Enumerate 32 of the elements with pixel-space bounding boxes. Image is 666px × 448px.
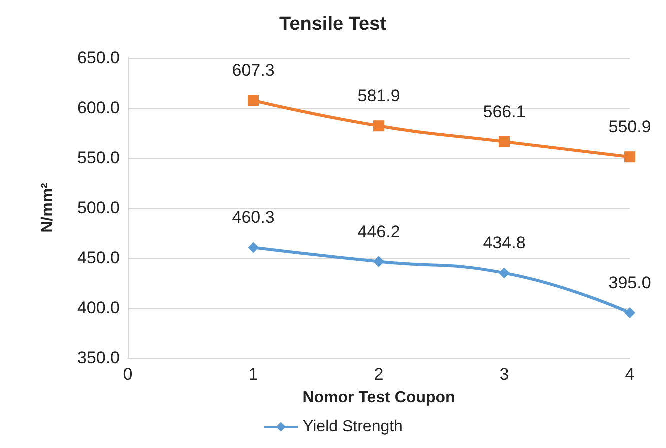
y-tick-label: 400.0: [77, 298, 120, 318]
x-tick-label: 3: [500, 365, 510, 384]
x-tick-label: 4: [625, 365, 635, 384]
point: [374, 120, 384, 132]
point: [248, 95, 259, 106]
y-axis-title: N/mm²: [40, 183, 56, 233]
point: [499, 136, 510, 148]
data-label: 581.9: [358, 86, 400, 106]
data-label: 566.1: [483, 102, 526, 122]
data-label: 607.3: [232, 61, 275, 80]
data-label: 434.8: [483, 234, 526, 253]
y-tick-label: 600.0: [77, 98, 120, 118]
x-tick-label: 0: [123, 365, 133, 384]
x-axis-title: Nomor Test Coupon: [302, 390, 456, 406]
chart-title: Tensile Test: [280, 14, 388, 35]
point: [248, 242, 259, 254]
data-label: 550.9: [608, 118, 652, 137]
point: [624, 152, 636, 163]
x-tick-label: 2: [374, 365, 384, 384]
y-tick-label: 500.0: [77, 198, 120, 218]
point: [374, 256, 384, 268]
data-label: 446.2: [358, 222, 400, 242]
y-tick-label: 650.0: [77, 48, 120, 68]
point: [624, 308, 636, 318]
y-tick-label: 350.0: [77, 348, 120, 368]
y-tick-label: 550.0: [77, 148, 120, 168]
legend-label: Yield Strength: [303, 418, 403, 436]
data-label: 395.0: [608, 274, 652, 292]
point: [499, 268, 510, 279]
data-label: 460.3: [232, 208, 275, 228]
y-tick-label: 450.0: [77, 248, 120, 268]
x-tick-label: 1: [248, 365, 258, 384]
